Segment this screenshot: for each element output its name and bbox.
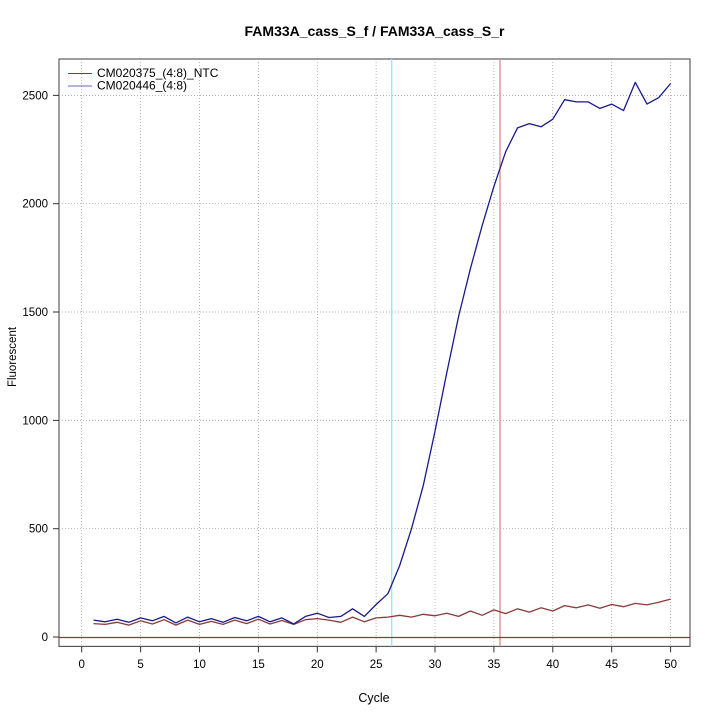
svg-text:1500: 1500	[22, 307, 48, 319]
svg-text:45: 45	[605, 659, 618, 671]
svg-text:CM020446_(4:8): CM020446_(4:8)	[97, 79, 187, 93]
svg-text:500: 500	[29, 524, 48, 536]
svg-text:25: 25	[370, 659, 383, 671]
svg-text:50: 50	[664, 659, 677, 671]
svg-text:Fluorescent: Fluorescent	[7, 326, 19, 387]
svg-text:5: 5	[137, 659, 143, 671]
svg-text:10: 10	[193, 659, 206, 671]
svg-text:35: 35	[488, 659, 501, 671]
svg-text:40: 40	[546, 659, 559, 671]
svg-text:0: 0	[42, 632, 48, 644]
svg-text:0: 0	[78, 659, 84, 671]
svg-text:1000: 1000	[22, 415, 48, 427]
svg-text:Cycle: Cycle	[358, 691, 389, 705]
svg-text:2500: 2500	[22, 90, 48, 102]
svg-text:20: 20	[311, 659, 324, 671]
svg-text:2000: 2000	[22, 199, 48, 211]
svg-text:30: 30	[429, 659, 442, 671]
svg-text:15: 15	[252, 659, 265, 671]
